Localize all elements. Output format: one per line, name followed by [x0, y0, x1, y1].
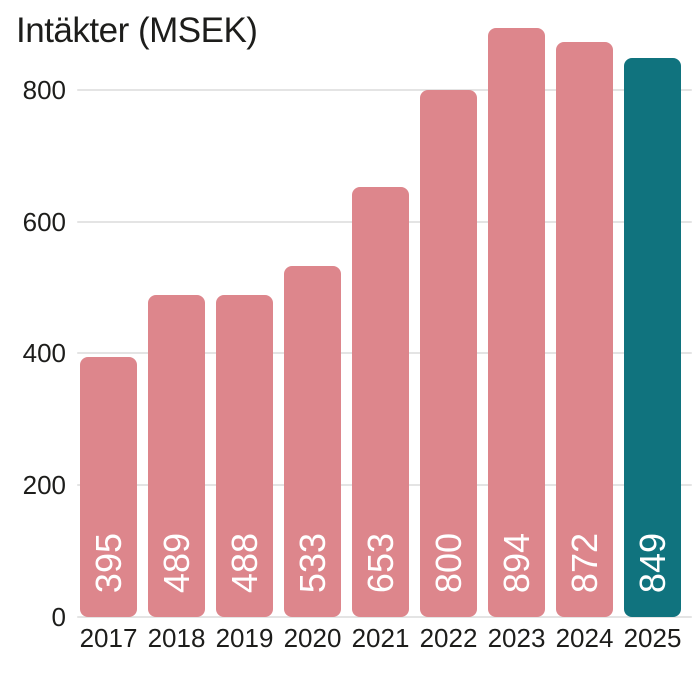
- chart-title: Intäkter (MSEK): [16, 11, 258, 50]
- bar-value-label: 872: [563, 532, 605, 593]
- bar-column: 653: [352, 0, 409, 617]
- y-axis-tick-label: 600: [22, 206, 66, 237]
- bar-2020: 533: [284, 266, 341, 617]
- bar-column: 489: [148, 0, 205, 617]
- bar-2019: 488: [216, 295, 273, 617]
- bar-column: 395: [80, 0, 137, 617]
- bar-value-label: 533: [291, 532, 333, 593]
- x-axis-tick-label: 2025: [623, 623, 682, 653]
- gridline: [77, 88, 692, 91]
- x-axis-tick-label: 2024: [555, 623, 614, 653]
- bar-value-label: 489: [155, 532, 197, 593]
- bar-column: 488: [216, 0, 273, 617]
- bar-column: 533: [284, 0, 341, 617]
- bar-value-label: 800: [427, 532, 469, 593]
- bar-2025: 849: [624, 58, 681, 617]
- bar-column: 872: [556, 0, 613, 617]
- bar-2024: 872: [556, 42, 613, 617]
- y-axis-tick-label: 400: [22, 338, 66, 369]
- bar-2018: 489: [148, 295, 205, 617]
- bar-2021: 653: [352, 187, 409, 617]
- x-axis-tick-label: 2019: [215, 623, 274, 653]
- bar-2017: 395: [80, 357, 137, 617]
- bar-column: 894: [488, 0, 545, 617]
- x-axis-tick-label: 2023: [487, 623, 546, 653]
- bar-row: 395 489 488 533 653 800 894 872 849: [80, 0, 681, 617]
- x-axis-tick-label: 2018: [147, 623, 206, 653]
- bar-value-label: 395: [87, 532, 129, 593]
- x-axis-tick-label: 2022: [419, 623, 478, 653]
- x-axis-tick-label: 2020: [283, 623, 342, 653]
- bar-2023: 894: [488, 28, 545, 617]
- bar-value-label: 849: [631, 532, 673, 593]
- y-axis-tick-label: 200: [22, 470, 66, 501]
- bar-column: 849: [624, 0, 681, 617]
- bar-value-label: 653: [359, 532, 401, 593]
- x-axis-tick-label: 2021: [351, 623, 410, 653]
- bar-value-label: 894: [495, 532, 537, 593]
- x-axis-tick-label: 2017: [79, 623, 138, 653]
- gridline: [77, 616, 692, 618]
- bar-value-label: 488: [223, 532, 265, 593]
- bar-2022: 800: [420, 90, 477, 617]
- y-axis-tick-label: 800: [22, 74, 66, 105]
- x-axis: 2017 2018 2019 2020 2021 2022 2023 2024 2025: [79, 621, 682, 655]
- y-axis-tick-label: 0: [51, 602, 66, 632]
- bar-column: 800: [420, 0, 477, 617]
